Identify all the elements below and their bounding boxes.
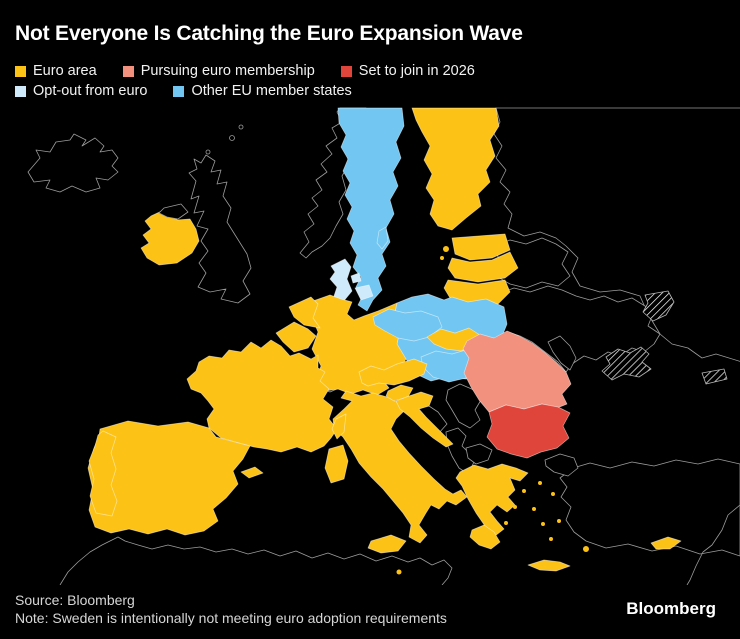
netherlands-region <box>288 296 321 329</box>
italy-region <box>332 390 468 544</box>
aegean-islands-region <box>541 522 545 526</box>
estonian-islands-region <box>443 246 449 252</box>
sweden-region <box>337 107 405 312</box>
legend-item-joining_2026: Set to join in 2026 <box>340 63 475 79</box>
shetland-orkney-region <box>205 149 211 155</box>
legend-label: Opt-out from euro <box>33 83 148 99</box>
turkey-thrace-region <box>544 453 579 477</box>
eastern-ukraine-region <box>642 290 675 322</box>
belgium-region <box>275 321 317 353</box>
aegean-islands-region <box>557 519 561 523</box>
northern-ireland-region <box>158 203 189 220</box>
north-africa-coast-region <box>59 536 453 586</box>
balearic-islands-region <box>240 466 264 479</box>
map-container <box>0 105 740 586</box>
austria-region <box>358 358 428 387</box>
moldova-region <box>547 335 577 371</box>
legend-swatch-joining_2026 <box>340 65 352 77</box>
denmark-region <box>329 258 353 303</box>
croatia-region <box>395 391 454 448</box>
aegean-islands-region <box>551 492 555 496</box>
legend-label: Other EU member states <box>191 83 352 99</box>
norway-region <box>299 107 367 259</box>
legend-label: Pursuing euro membership <box>140 63 315 79</box>
legend-swatch-opt_out <box>15 85 26 97</box>
aegean-islands-region <box>532 507 536 511</box>
finland-region <box>411 107 500 231</box>
chart-title: Not Everyone Is Catching the Euro Expans… <box>15 22 523 45</box>
aegean-islands-region <box>583 546 589 552</box>
united-kingdom-region <box>188 154 252 304</box>
legend-swatch-euro_area <box>15 65 26 77</box>
greece-region <box>455 463 529 537</box>
serbia-region <box>445 383 482 429</box>
sicily-region <box>367 534 407 554</box>
legend-item-other_eu: Other EU member states <box>173 83 352 99</box>
aegean-islands-region <box>504 521 508 525</box>
source-text: Source: Bloomberg <box>15 592 135 608</box>
aegean-islands-region <box>549 537 553 541</box>
estonia-region <box>451 233 511 261</box>
estonian-islands-region <box>440 256 444 260</box>
crimea-region <box>601 346 652 381</box>
levant-coast-region <box>686 504 740 586</box>
legend-label: Set to join in 2026 <box>358 63 475 79</box>
legend-swatch-other_eu <box>173 85 185 97</box>
legend: Euro area Pursuing euro membership Set to … <box>15 63 475 99</box>
portugal-region <box>88 430 118 517</box>
note-text: Note: Sweden is intentionally not meetin… <box>15 610 447 626</box>
europe-map <box>27 107 740 586</box>
cyprus-region <box>650 536 682 550</box>
legend-label: Euro area <box>33 63 97 79</box>
malta-region <box>396 569 402 575</box>
romania-region <box>462 330 572 413</box>
danish-islands-region <box>350 272 374 301</box>
legend-item-pursuing: Pursuing euro membership <box>122 63 315 79</box>
legend-swatch-pursuing <box>122 65 134 77</box>
shetland-orkney-region <box>238 124 244 130</box>
bulgaria-region <box>486 403 571 459</box>
aegean-islands-region <box>538 481 542 485</box>
iceland-region <box>27 133 119 193</box>
russia-region <box>493 107 740 362</box>
legend-item-euro_area: Euro area <box>15 63 97 79</box>
sardinia-region <box>324 444 349 484</box>
gotland-region <box>376 226 389 250</box>
turkey-region <box>559 458 740 557</box>
legend-item-opt_out: Opt-out from euro <box>15 83 147 99</box>
aegean-islands-region <box>513 505 517 509</box>
crete-region <box>527 559 571 572</box>
footer: Source: Bloomberg Note: Sweden is intent… <box>15 591 447 627</box>
corsica-region <box>331 413 347 440</box>
peloponnese-region <box>469 524 501 550</box>
legend-row-2: Opt-out from euro Other EU member states <box>15 83 475 99</box>
legend-row-1: Euro area Pursuing euro membership Set to … <box>15 63 475 79</box>
balearic-islands-region <box>228 475 232 479</box>
latvia-region <box>447 251 519 283</box>
north-macedonia-region <box>465 443 493 465</box>
shetland-orkney-region <box>229 135 235 141</box>
azov-strip-region <box>701 368 728 385</box>
aegean-islands-region <box>522 489 526 493</box>
france-region <box>186 339 338 453</box>
bloomberg-logo: Bloomberg <box>626 599 716 618</box>
